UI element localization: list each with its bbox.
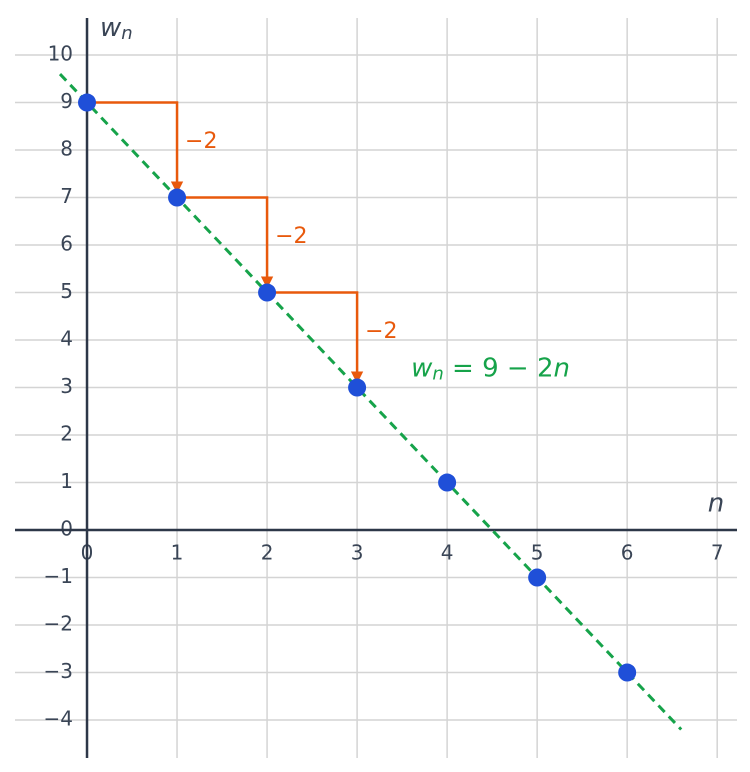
line-label-part: = 9 − 2 [444,353,554,383]
x-tick-label: 1 [171,541,184,565]
y-tick-label: −4 [44,707,73,731]
line-label-part: n [554,353,570,383]
y-tick-label: 7 [60,184,73,208]
y-tick-label: −3 [44,659,73,683]
x-tick-label: 3 [351,541,364,565]
y-label-subscript: n [121,23,132,44]
y-tick-label: −2 [44,612,73,636]
step-arrow [267,291,364,384]
x-tick-label: 5 [531,541,544,565]
y-tick-label: 3 [60,374,73,398]
grid [15,18,737,758]
y-axis-label: wn [100,13,133,45]
step-label: −2 [365,319,397,344]
step-label: −2 [275,224,307,249]
trend-line [58,73,683,731]
data-point [168,188,187,207]
y-tick-label: 6 [60,232,73,256]
x-tick-label: 6 [621,541,634,565]
line-label-part: w [411,353,433,383]
y-tick-label: −1 [44,564,73,588]
data-point [258,283,277,302]
y-tick-label: 9 [60,89,73,113]
step-label: −2 [185,129,217,154]
y-tick-label: 10 [48,42,73,66]
line-label-part: n [432,364,443,385]
data-point [78,93,97,112]
line-label: wn = 9 − 2n [411,353,570,385]
y-tick-label: 1 [60,469,73,493]
x-tick-label: 7 [711,541,724,565]
y-tick-label: 2 [60,422,73,446]
y-label-main: w [100,13,122,43]
y-tick-label: 4 [60,327,73,351]
marks: −2 −2 −2 [58,73,683,731]
y-tick-label: 8 [60,137,73,161]
data-point [618,663,637,682]
step-arrow [87,101,184,194]
x-tick-label: 4 [441,541,454,565]
step-arrow [177,196,274,289]
y-tick-label: 5 [60,279,73,303]
y-tick-label: 0 [60,517,73,541]
data-point [348,378,367,397]
x-tick-label: 2 [261,541,274,565]
data-point [438,473,457,492]
x-axis-label: n [708,489,724,519]
data-point [528,568,547,587]
